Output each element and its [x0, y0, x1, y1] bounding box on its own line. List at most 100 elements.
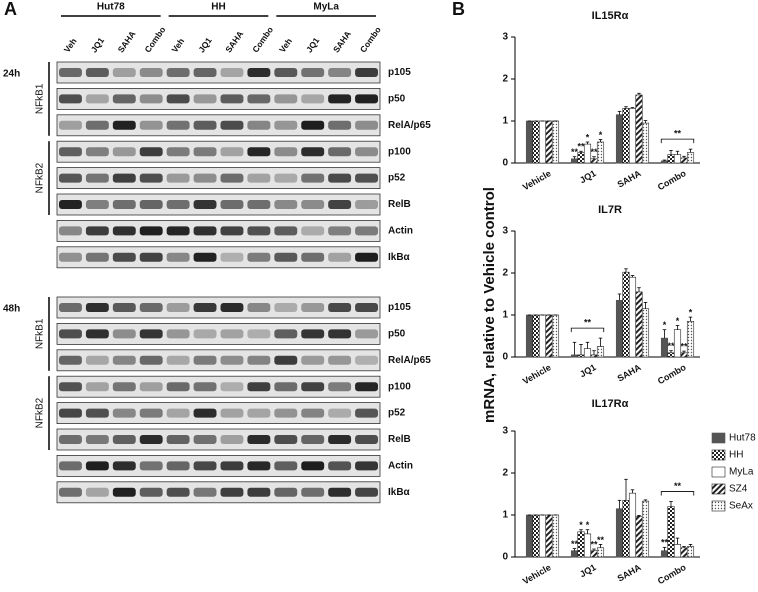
bar — [673, 154, 682, 164]
bar — [577, 354, 585, 358]
blot-band — [166, 355, 190, 365]
bar — [680, 547, 688, 558]
significance-star: ** — [590, 539, 598, 549]
blot-band — [220, 147, 244, 157]
blot-band — [328, 147, 352, 157]
blot-band — [139, 94, 163, 104]
blot-band — [355, 461, 378, 471]
blot-band — [166, 461, 190, 471]
group-label: MyLa — [313, 2, 339, 13]
blot-band — [85, 355, 109, 365]
blot-band — [59, 382, 82, 392]
significance-star: * — [599, 130, 603, 140]
blot-band — [355, 226, 378, 236]
blot-band — [59, 94, 82, 104]
blot-band — [85, 200, 109, 209]
blot-band — [112, 435, 136, 444]
lane-label: Veh — [277, 36, 294, 54]
blot-band — [355, 120, 378, 130]
blot-row — [56, 402, 381, 425]
blot-band — [139, 147, 163, 157]
blot-band — [139, 226, 163, 236]
legend-label: HH — [729, 450, 743, 461]
x-tick-label: Vehicle — [521, 168, 553, 192]
bar — [635, 94, 643, 164]
bar — [545, 514, 553, 558]
blot-band — [328, 435, 352, 444]
chart-title: IL17Rα — [592, 398, 629, 410]
family-label: NFkB2 — [35, 162, 46, 193]
blot-band — [166, 120, 190, 130]
bar — [628, 108, 637, 164]
bar — [590, 158, 598, 164]
blot-band — [85, 408, 109, 418]
row-label: p50 — [388, 329, 406, 340]
y-tick-label: 3 — [502, 226, 508, 237]
blot-band — [301, 382, 325, 392]
blot-band — [274, 303, 298, 312]
blot-band — [166, 173, 190, 183]
blot-row — [56, 375, 381, 398]
bar — [622, 499, 630, 558]
significance-star: * — [579, 520, 583, 530]
blot-band — [85, 487, 109, 497]
bar — [532, 314, 540, 358]
blot-band — [139, 252, 163, 262]
blot-band — [274, 173, 298, 183]
blot-band — [85, 68, 109, 77]
blot-band — [112, 200, 136, 209]
significance-star: ** — [571, 147, 579, 157]
lane-label: Combo — [250, 25, 275, 55]
blot-band — [193, 68, 217, 77]
blot-band — [59, 435, 82, 444]
blot-band — [85, 120, 109, 130]
blot-row — [56, 454, 381, 477]
bracket — [660, 491, 695, 496]
blot-band — [247, 382, 271, 392]
blot-band — [274, 200, 298, 209]
blot-band — [139, 329, 163, 339]
blot-band — [220, 200, 244, 209]
bar — [615, 114, 624, 164]
y-tick-label: 0 — [502, 352, 508, 363]
blot-band — [193, 487, 217, 497]
blot-band — [59, 303, 82, 312]
blot-band — [139, 435, 163, 444]
blot-band — [274, 329, 298, 339]
blot-band — [328, 329, 352, 339]
blot-band — [301, 487, 325, 497]
blot-band — [166, 408, 190, 418]
blot-band — [355, 68, 378, 77]
blot-band — [59, 487, 82, 497]
bar — [545, 120, 553, 164]
blot-band — [139, 173, 163, 183]
blot-band — [247, 94, 271, 104]
bar — [622, 108, 630, 164]
bracket-star: ** — [674, 129, 682, 139]
blot-band — [355, 94, 378, 104]
blot-band — [59, 226, 82, 236]
blot-band — [193, 252, 217, 262]
bar — [596, 346, 605, 358]
lane-label: Veh — [62, 36, 79, 54]
time-label: 24h — [3, 69, 20, 80]
blot-band — [355, 147, 378, 157]
blot-band — [112, 382, 136, 392]
row-label: Actin — [388, 226, 413, 237]
blot-band — [355, 435, 378, 444]
row-label: p100 — [388, 381, 411, 392]
blot-band — [274, 94, 298, 104]
blot-band — [220, 382, 244, 392]
blot-band — [139, 382, 163, 392]
blot-band — [112, 94, 136, 104]
x-tick-label: SAHA — [616, 562, 644, 584]
lane-label: SAHA — [331, 29, 353, 54]
blot-band — [355, 329, 378, 339]
lane-label: JQ1 — [304, 35, 322, 54]
blot-band — [328, 487, 352, 497]
blot-band — [328, 68, 352, 77]
bar — [686, 152, 695, 164]
blot-band — [328, 303, 352, 312]
row-label: p105 — [388, 302, 411, 313]
